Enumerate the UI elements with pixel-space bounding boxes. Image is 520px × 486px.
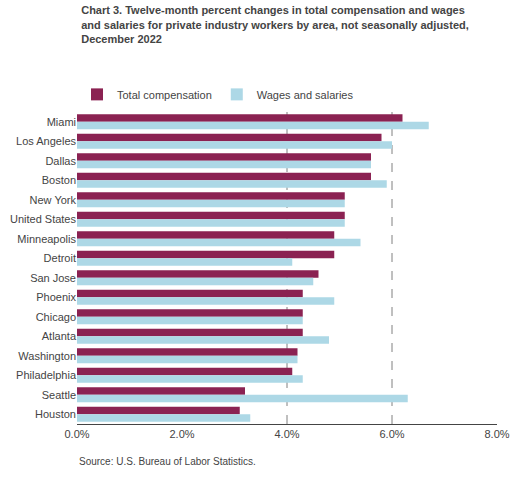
svg-text:Washington: Washington — [18, 350, 76, 362]
svg-text:8.0%: 8.0% — [484, 428, 509, 440]
svg-text:New York: New York — [30, 194, 77, 206]
svg-text:0.0%: 0.0% — [64, 428, 89, 440]
svg-text:Chart 3. Twelve-month percent: Chart 3. Twelve-month percent changes in… — [81, 4, 469, 45]
svg-text:Total compensation: Total compensation — [117, 89, 212, 101]
svg-text:Wages and salaries: Wages and salaries — [257, 89, 354, 101]
svg-text:United States: United States — [10, 213, 77, 225]
svg-text:Los Angeles: Los Angeles — [16, 135, 76, 147]
svg-text:Phoenix: Phoenix — [36, 291, 76, 303]
svg-text:San Jose: San Jose — [30, 272, 76, 284]
svg-text:Chicago: Chicago — [36, 311, 76, 323]
svg-text:Minneapolis: Minneapolis — [17, 233, 76, 245]
svg-text:Boston: Boston — [42, 174, 76, 186]
svg-text:Houston: Houston — [35, 408, 76, 420]
svg-text:Miami: Miami — [47, 116, 76, 128]
svg-text:Detroit: Detroit — [44, 252, 76, 264]
svg-text:Source: U.S. Bureau of Labor S: Source: U.S. Bureau of Labor Statistics. — [79, 456, 256, 467]
svg-text:Seattle: Seattle — [42, 389, 76, 401]
svg-text:Dallas: Dallas — [45, 155, 76, 167]
svg-text:4.0%: 4.0% — [274, 428, 299, 440]
svg-text:Atlanta: Atlanta — [42, 330, 77, 342]
svg-text:6.0%: 6.0% — [379, 428, 404, 440]
svg-text:Philadelphia: Philadelphia — [16, 369, 77, 381]
svg-text:2.0%: 2.0% — [169, 428, 194, 440]
